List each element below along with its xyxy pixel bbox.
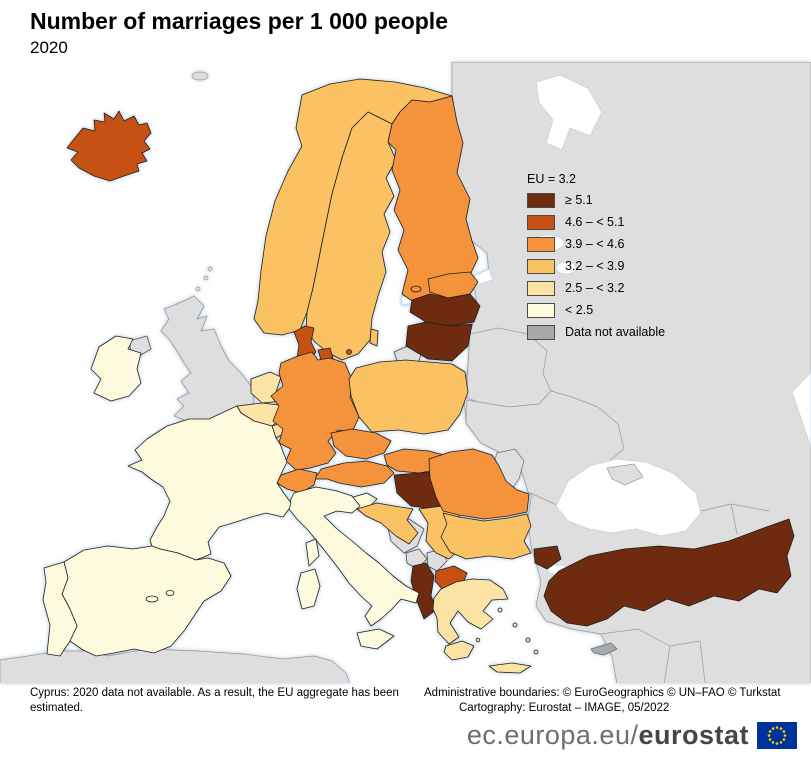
country-czechia [330,428,392,460]
map-legend: EU = 3.2 ≥ 5.1 4.6 – < 5.1 3.9 – < 4.6 3.2 … [527,173,665,347]
legend-label-c4: 3.2 – < 3.9 [565,258,625,273]
denmark-zealand [317,347,334,361]
balearic-island [165,590,175,596]
caspian-sea [791,371,811,449]
shetland-island [203,275,209,281]
legend-label-c5: 2.5 – < 3.2 [565,280,625,295]
italy-sicily [356,628,395,650]
aegean-island [533,649,539,655]
legend-row-na: Data not available [527,324,666,340]
legend-swatch-c1 [527,192,555,208]
legend-swatch-c2 [527,214,555,230]
italy-sardinia [296,568,321,610]
country-spain [61,545,232,657]
white-sea [535,74,603,151]
europe-map [0,62,811,683]
aegean-island [497,607,503,613]
footnote-cyprus: Cyprus: 2020 data not available. As a re… [30,687,399,714]
gotland-island [369,328,379,347]
country-portugal [42,561,78,657]
footnote-boundaries: Administrative boundaries: © EuroGeograp… [424,687,781,699]
orkney-island [195,286,201,292]
legend-label-c2: 4.6 – < 5.1 [565,214,625,229]
country-iceland [66,110,152,182]
greece-crete [488,662,532,674]
eurostat-logo: ec.europa.eu/eurostat [467,720,797,751]
legend-label-c1: ≥ 5.1 [565,192,593,207]
legend-swatch-na [527,324,555,340]
footnote-credits: Administrative boundaries: © EuroGeograp… [424,686,804,716]
country-france [127,405,292,561]
france-corsica [305,538,320,567]
country-romania [428,448,530,520]
legend-items: ≥ 5.1 4.6 – < 5.1 3.9 – < 4.6 3.2 – < 3.9 2.… [527,192,666,340]
legend-swatch-c4 [527,258,555,274]
aegean-island [475,637,481,643]
legend-swatch-c6 [527,302,555,318]
eurostat-url-bold: eurostat [638,720,749,750]
legend-row-c3: 3.9 – < 4.6 [527,236,665,252]
country-cyprus [590,642,618,656]
legend-row-c1: ≥ 5.1 [527,192,665,208]
aegean-island [525,637,531,643]
country-italy [288,486,420,627]
country-greece [432,578,509,645]
country-croatia [356,502,419,545]
title-block: Number of marriages per 1 000 people 202… [30,8,448,58]
aegean-island [512,622,518,628]
country-latvia [409,293,481,327]
lake-onega [555,261,577,275]
svalbard-islet [191,71,209,81]
greece-peloponnese [443,640,475,661]
country-bulgaria [440,512,532,560]
balearic-island [145,595,159,603]
legend-label-na: Data not available [565,324,666,339]
mideast-borders [600,503,770,683]
country-germany [270,351,360,471]
saaremaa-island [410,285,422,293]
shetland-island [207,266,213,272]
country-poland [348,359,469,435]
eurostat-url: ec.europa.eu/eurostat [467,720,749,751]
legend-swatch-c5 [527,280,555,296]
legend-label-c6: < 2.5 [565,302,594,317]
country-turkey [543,518,795,627]
page-title: Number of marriages per 1 000 people [30,8,448,34]
legend-swatch-c3 [527,236,555,252]
page-subtitle: 2020 [30,37,68,57]
black-sea [555,458,702,537]
footnote-cartography: Cartography: Eurostat – IMAGE, 05/2022 [459,701,670,714]
crimea-peninsula [606,463,644,486]
eu-flag-icon [757,722,797,749]
turkey-thrace [533,545,562,570]
country-denmark [293,325,317,361]
country-north-africa [0,648,350,683]
country-estonia [427,271,479,299]
eurostat-url-prefix: ec.europa.eu/ [466,720,639,750]
eu-flag-stars [767,726,787,745]
country-austria [312,460,395,488]
legend-row-c5: 2.5 – < 3.2 [527,280,665,296]
country-lithuania [405,321,473,362]
legend-label-c3: 3.9 – < 4.6 [565,236,625,251]
legend-eu-value: EU = 3.2 [527,172,576,186]
country-ireland [90,335,142,402]
legend-row-c4: 3.2 – < 3.9 [527,258,665,274]
legend-row-c6: < 2.5 [527,302,665,318]
legend-row-c2: 4.6 – < 5.1 [527,214,665,230]
denmark-bornholm [346,349,352,355]
